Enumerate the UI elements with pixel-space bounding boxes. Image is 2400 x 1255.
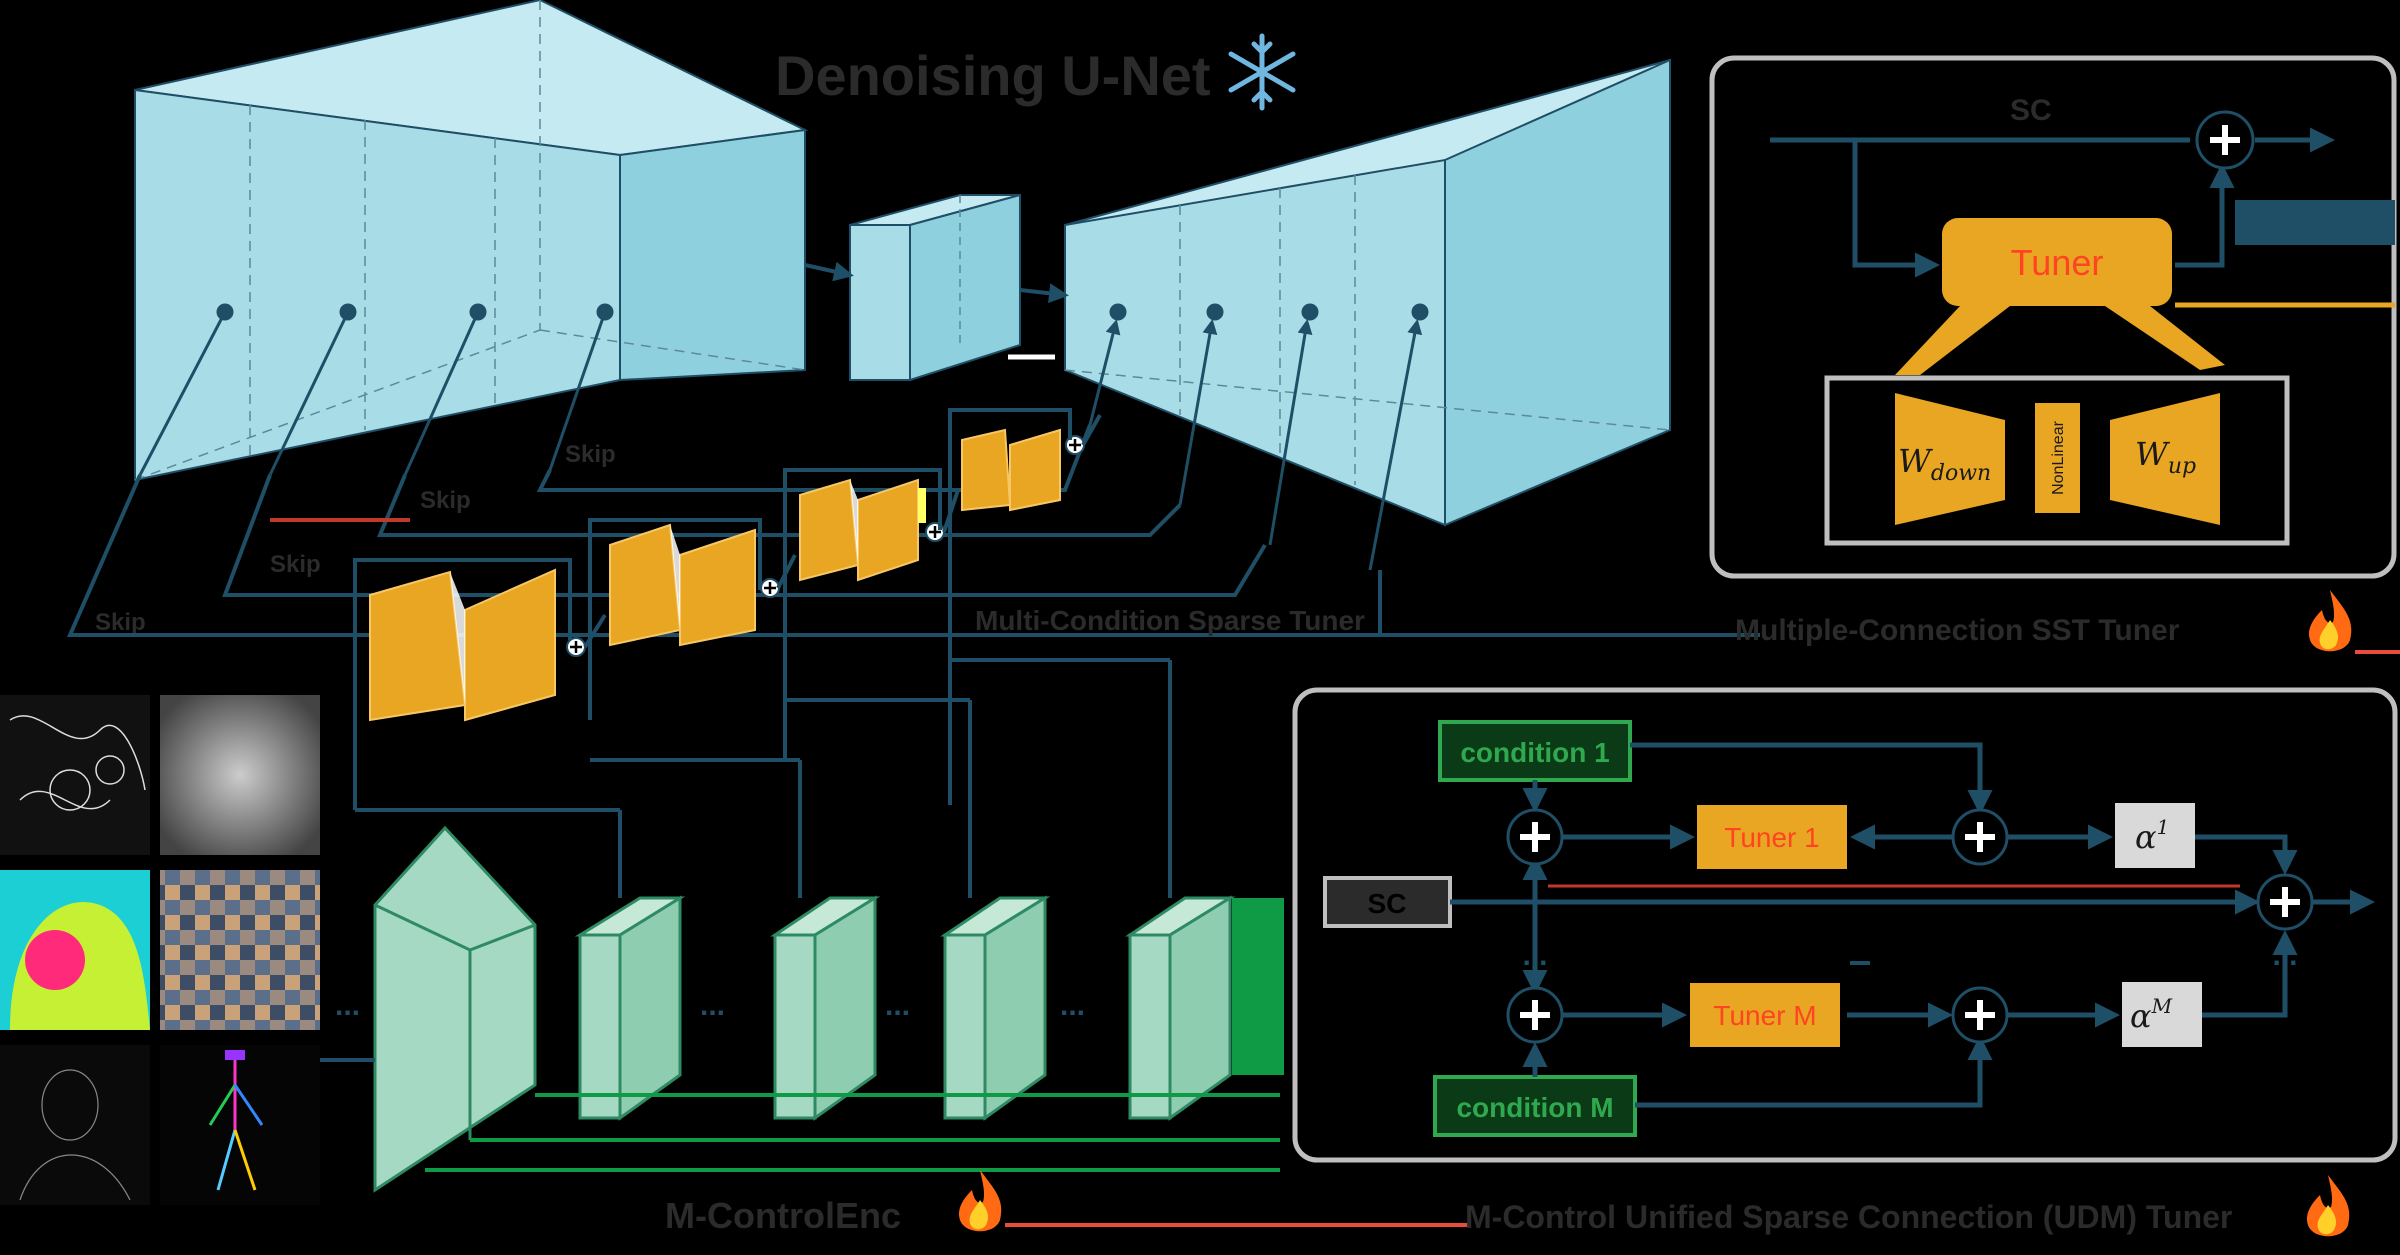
mcst-label: Multi-Condition Sparse Tuner (975, 605, 1365, 636)
unet-title: Denoising U-Net (775, 44, 1211, 107)
encoder-dots-3: ... (885, 989, 910, 1022)
plus-icon (2256, 873, 2314, 931)
alpha-m-label: αM (2130, 994, 2173, 1035)
control-encoder-stage-2 (770, 895, 881, 1121)
encoder-skip-taps (138, 303, 614, 476)
nonlinear-label: NonLinear (2050, 420, 2067, 495)
snowflake-icon (1228, 33, 1296, 111)
control-encoder-main (373, 825, 537, 1193)
plus-icon (1951, 986, 2009, 1044)
skip-label-1: Skip (95, 609, 146, 636)
tuner-wrapper-lines (353, 408, 1102, 810)
unet-flow-lines (804, 261, 1069, 304)
control-encoder-stage-1 (574, 895, 686, 1121)
plus-icon (1506, 986, 1564, 1044)
condition-m-label: condition M (1456, 1092, 1613, 1123)
skip-label-2: Skip (270, 551, 321, 578)
alpha-1-box (2115, 803, 2195, 868)
pixelated-image (160, 870, 320, 1030)
control-encoder-label: M-ControlEnc (665, 1195, 901, 1236)
sc-label: SC (2010, 94, 2052, 127)
encoder-dots: ... ... ... ... (335, 989, 1085, 1022)
tuner-inset-panel: SC Tuner Wdown NonLinear Wup (1709, 55, 2397, 579)
w-up-label: Wup (2135, 435, 2196, 479)
control-encoder-stage-3 (940, 895, 1051, 1121)
tuner-module-4 (961, 428, 1061, 512)
tuner-1-box (1697, 805, 1847, 869)
alpha-m-base: α (2130, 997, 2152, 1035)
w-down-main: W (1898, 442, 1934, 480)
tuner-module-3 (799, 478, 926, 582)
encoder-connectors (320, 658, 1172, 1062)
alpha-m-box (2122, 982, 2202, 1047)
tuner-caption: Multiple-Connection SST Tuner (1735, 614, 2180, 647)
plus-icon (1951, 808, 2009, 866)
w-down-sub: down (1931, 461, 1991, 486)
encoder-dots-4: ... (1060, 989, 1085, 1022)
w-up-main: W (2135, 435, 2171, 473)
condition-1-box (1438, 720, 1632, 782)
skip-label-4: Skip (565, 441, 616, 468)
unet-decoder-block (1064, 58, 1671, 527)
skip-label-3: Skip (420, 487, 471, 514)
depth-image (160, 695, 320, 855)
w-down-label: Wdown (1898, 442, 1991, 486)
encoder-dots-1: ... (335, 989, 360, 1022)
condition-1-label: condition 1 (1460, 737, 1609, 768)
encoder-dots-2: ... (700, 989, 725, 1022)
tuner-module-2 (609, 523, 756, 647)
vdots-2: ... (2272, 939, 2297, 972)
tuner-m-box (1690, 983, 1840, 1047)
unet-middle-block (849, 193, 1021, 382)
plus-icon (2195, 110, 2255, 170)
unified-inset-panel: condition 1 condition M SC Tuner 1 Tuner… (1292, 687, 2398, 1163)
fire-icon (2307, 1175, 2350, 1237)
vdots-1: ... (1522, 939, 1547, 972)
sketch-image (0, 1045, 150, 1205)
alpha-1-base: α (2135, 818, 2157, 856)
unified-caption: M-Control Unified Sparse Connection (UDM… (1465, 1199, 2232, 1235)
alpha-1-sup: 1 (2157, 815, 2170, 839)
condition-image-grid (0, 695, 320, 1205)
alpha-1-label: α1 (2135, 815, 2169, 856)
tuner-1-label: Tuner 1 (1724, 822, 1819, 853)
plus-icon (1506, 808, 1564, 866)
tuner-box-label: Tuner (2011, 242, 2104, 283)
canny-edge-image (0, 695, 150, 855)
tuner-box (1942, 218, 2172, 306)
encoder-base-lines (425, 1093, 1280, 1172)
fire-icon (2309, 590, 2352, 652)
control-encoder-stage-4 (1125, 895, 1284, 1121)
sc-box-label: SC (1368, 888, 1407, 919)
alpha-m-sup: M (2151, 994, 2173, 1018)
pose-image (160, 1045, 320, 1205)
w-up-sub: up (2168, 454, 2196, 479)
fire-icon (959, 1170, 1002, 1232)
unet-encoder-block (134, 0, 809, 482)
tuner-m-label: Tuner M (1713, 1000, 1816, 1031)
tuner-module-1 (369, 568, 556, 722)
sc-box (1323, 876, 1452, 928)
decoder-inject-taps (1088, 303, 1429, 571)
